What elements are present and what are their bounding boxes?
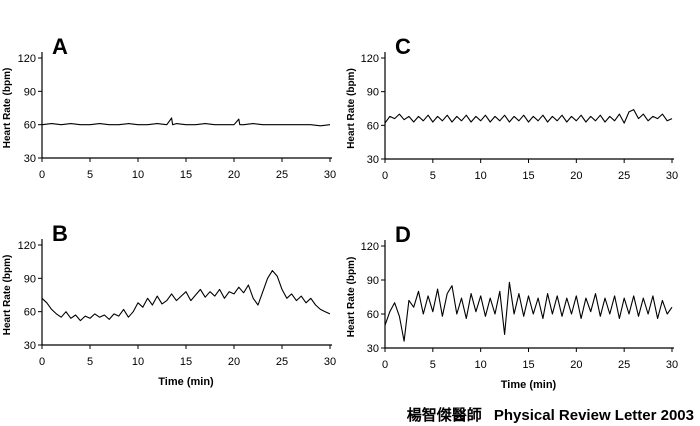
x-tick-label: 15	[180, 169, 192, 181]
source-credit: 楊智傑醫師 Physical Review Letter 2003	[407, 404, 694, 425]
x-tick-label: 0	[382, 170, 388, 182]
x-tick-label: 20	[570, 359, 582, 371]
x-tick-label: 20	[570, 170, 582, 182]
x-tick-label: 30	[324, 356, 336, 368]
x-tick-label: 5	[430, 359, 436, 371]
x-axis-title: Time (min)	[158, 376, 214, 388]
y-tick-label: 60	[367, 120, 379, 132]
x-tick-label: 25	[276, 169, 288, 181]
series-line-d	[384, 281, 673, 342]
y-tick-label: 60	[367, 309, 379, 321]
y-tick-label: 30	[24, 340, 36, 352]
y-axis-title: Heart Rate (bpm)	[346, 257, 357, 338]
y-tick-label: 60	[24, 307, 36, 319]
x-tick-label: 0	[39, 356, 45, 368]
x-tick-label: 15	[180, 356, 192, 368]
y-tick-label: 90	[24, 273, 36, 285]
y-tick-label: 60	[24, 120, 36, 132]
panel-label: B	[52, 221, 68, 246]
series-line-b	[41, 270, 331, 322]
y-tick-label: 120	[18, 240, 36, 252]
panel-label: A	[52, 34, 68, 59]
x-tick-label: 0	[39, 169, 45, 181]
x-tick-label: 15	[522, 359, 534, 371]
x-tick-label: 25	[276, 356, 288, 368]
x-tick-label: 10	[475, 359, 487, 371]
y-tick-label: 120	[361, 241, 379, 253]
x-tick-label: 25	[618, 359, 630, 371]
y-axis-title: Heart Rate (bpm)	[346, 68, 357, 149]
chart-panel-b: 30 60 90 120 0 5 10 15 20 25 30 B Heart Rate (bpm) Ti…	[2, 221, 336, 388]
chart-panel-c: 30 60 90 120 0 5 10 15 20 25 30 C Heart Rate (bpm)	[346, 34, 678, 182]
y-axis-title: Heart Rate (bpm)	[2, 68, 13, 149]
credit-author: 楊智傑醫師	[406, 407, 482, 424]
y-tick-label: 30	[367, 343, 379, 355]
y-tick-label: 120	[361, 53, 379, 65]
panel-label: C	[395, 34, 411, 59]
x-tick-label: 0	[382, 359, 388, 371]
y-tick-label: 120	[18, 53, 36, 65]
x-tick-label: 5	[87, 356, 93, 368]
y-tick-label: 90	[367, 275, 379, 287]
x-tick-label: 30	[666, 170, 678, 182]
credit-source: Physical Review Letter 2003	[493, 407, 694, 424]
x-tick-label: 10	[132, 169, 144, 181]
y-tick-label: 90	[367, 87, 379, 99]
y-tick-label: 30	[24, 153, 36, 165]
chart-panel-a: 30 60 90 120 0 5 10 15 20 25 30 A Heart Rate (bpm)	[2, 34, 336, 181]
x-tick-label: 20	[228, 356, 240, 368]
series-line-c	[384, 109, 673, 124]
x-tick-label: 15	[522, 170, 534, 182]
x-tick-label: 20	[228, 169, 240, 181]
panel-label: D	[395, 222, 411, 247]
x-axis-title: Time (min)	[501, 379, 557, 391]
x-tick-label: 5	[87, 169, 93, 181]
y-tick-label: 30	[367, 154, 379, 166]
chart-panel-d: 30 60 90 120 0 5 10 15 20 25 30 D Heart Rate (bpm) Ti…	[346, 222, 678, 391]
x-tick-label: 25	[618, 170, 630, 182]
x-tick-label: 10	[475, 170, 487, 182]
y-axis-title: Heart Rate (bpm)	[2, 255, 13, 336]
x-tick-label: 10	[132, 356, 144, 368]
y-tick-label: 90	[24, 86, 36, 98]
x-tick-label: 30	[666, 359, 678, 371]
x-tick-label: 5	[430, 170, 436, 182]
x-tick-label: 30	[324, 169, 336, 181]
series-line-a	[41, 117, 331, 127]
